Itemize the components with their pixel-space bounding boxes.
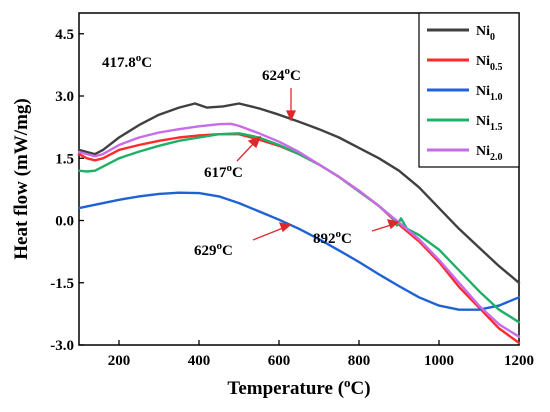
- series-line-Ni1.0: [77, 191, 521, 311]
- x-tick-label-1200: 1200: [504, 353, 534, 369]
- y-tick-label-4.5: 4.5: [55, 27, 74, 43]
- annotation-617C: 617oC: [204, 162, 243, 181]
- annotation-624C: 624oC: [262, 65, 301, 84]
- arrow-624C-head: [285, 110, 297, 122]
- y-axis-title: Heat flow (mW/mg): [11, 98, 32, 259]
- y-tick-label-0: 0.0: [55, 214, 74, 230]
- legend: Ni0 Ni0.5 Ni1.0 Ni1.5 Ni2.0: [418, 12, 520, 168]
- arrow-617C-head: [247, 135, 262, 149]
- legend-label-Ni0.5: Ni0.5: [476, 54, 503, 73]
- x-tick-label-1000: 1000: [424, 353, 454, 369]
- x-tick-label-800: 800: [348, 353, 371, 369]
- series-line-Ni2.0: [77, 122, 521, 338]
- x-tick-label-200: 200: [108, 353, 131, 369]
- y-tick-label--3: -3.0: [50, 338, 74, 354]
- axis-ticks: 200 400 600 800 1000 1200 -3.0 -1.5 0.0 1.5 3.0 4.5: [50, 27, 534, 369]
- arrow-617C-shaft: [236, 141, 256, 162]
- plot-frame: [78, 12, 520, 346]
- arrow-892C-head: [386, 219, 400, 230]
- legend-label-Ni2.0: Ni2.0: [476, 144, 503, 163]
- arrow-629C-head: [278, 222, 292, 233]
- arrow-892C-shaft: [371, 224, 392, 232]
- y-tick-label-1.5: 1.5: [55, 151, 74, 167]
- legend-label-Ni1.5: Ni1.5: [476, 114, 503, 133]
- annotation-892C: 892oC: [313, 228, 352, 247]
- x-axis-title: Temperature (oC): [227, 375, 370, 399]
- annotation-417.8C: 417.8oC: [102, 52, 152, 71]
- x-tick-label-400: 400: [188, 353, 211, 369]
- y-tick-label--1.5: -1.5: [50, 276, 74, 292]
- arrow-629C-shaft: [252, 227, 284, 241]
- y-tick-label-3: 3.0: [55, 89, 74, 105]
- x-tick-label-600: 600: [268, 353, 291, 369]
- annotation-arrows: [236, 88, 400, 241]
- legend-label-Ni0: Ni0: [476, 24, 495, 43]
- series-line-Ni0: [77, 102, 521, 284]
- annotations: 417.8oC 624oC 617oC 629oC 892oC: [102, 52, 400, 259]
- annotation-629C: 629oC: [194, 240, 233, 259]
- legend-label-Ni1.0: Ni1.0: [476, 84, 503, 103]
- series-lines: [77, 102, 521, 345]
